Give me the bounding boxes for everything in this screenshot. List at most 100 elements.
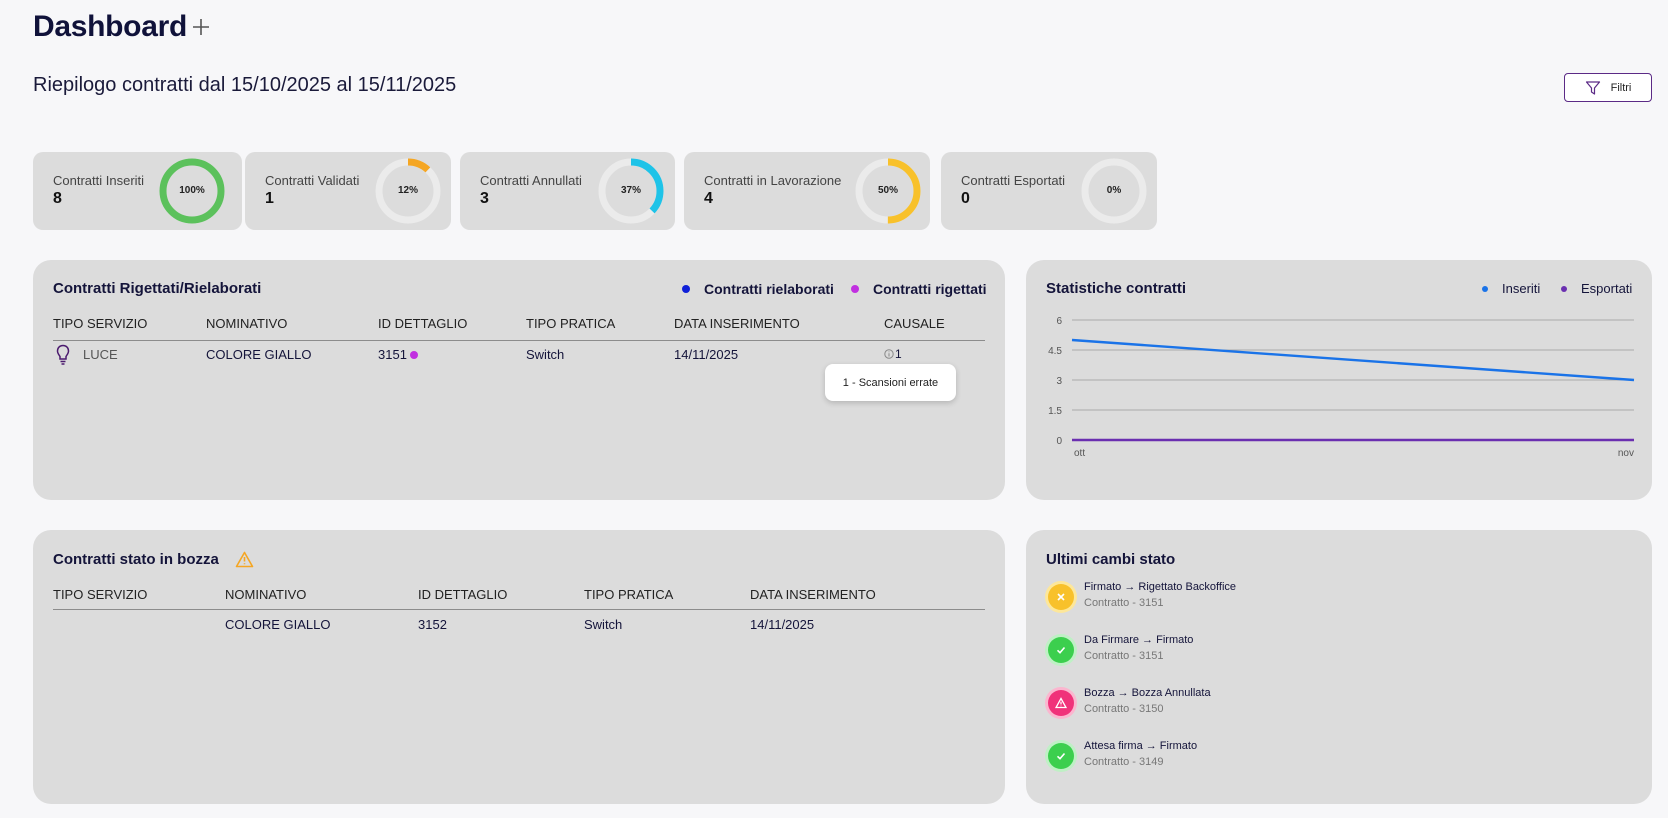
kpi-label: Contratti Esportati bbox=[961, 173, 1066, 188]
legend-dot bbox=[1482, 285, 1488, 292]
cell-service: LUCE bbox=[83, 347, 118, 362]
page-subtitle: Riepilogo contratti dal 15/10/2025 al 15… bbox=[33, 74, 457, 96]
plus-icon[interactable] bbox=[190, 16, 212, 38]
kpi-donut-arc bbox=[598, 158, 664, 224]
kpi-card-annullati: Contratti Annullati 3 37% bbox=[460, 152, 675, 230]
column-header: DATA INSERIMENTO bbox=[674, 316, 800, 331]
cell-type: Switch bbox=[526, 347, 565, 362]
kpi-donut bbox=[1081, 158, 1147, 224]
filter-icon bbox=[1585, 80, 1600, 95]
cell-name: COLORE GIALLO bbox=[206, 347, 312, 362]
draft-contracts-panel bbox=[33, 530, 1005, 804]
status-item[interactable]: Bozza → Bozza Annullata Contratto - 3150 bbox=[1048, 687, 1211, 716]
cell-id[interactable]: 3151 bbox=[378, 347, 407, 362]
check-icon bbox=[1048, 743, 1074, 769]
series-line-inseriti bbox=[1071, 338, 1635, 382]
legend-inseriti: Inseriti bbox=[1482, 281, 1540, 296]
kpi-donut bbox=[159, 158, 225, 224]
status-item[interactable]: Da Firmare → Firmato Contratto - 3151 bbox=[1048, 634, 1193, 663]
kpi-donut bbox=[375, 158, 441, 224]
kpi-value: 4 bbox=[704, 190, 713, 207]
y-tick-label: 6 bbox=[1056, 316, 1062, 327]
stats-panel-title: Statistiche contratti bbox=[1046, 280, 1187, 297]
status-panel-title: Ultimi cambi stato bbox=[1046, 551, 1176, 568]
kpi-percent: 0% bbox=[1106, 185, 1122, 196]
cell-date: 14/11/2025 bbox=[674, 347, 739, 362]
causale-tooltip: 1 - Scansioni errate bbox=[825, 364, 956, 401]
kpi-donut bbox=[855, 158, 921, 224]
kpi-card-lavorazione: Contratti in Lavorazione 4 50% bbox=[684, 152, 930, 230]
kpi-percent: 12% bbox=[397, 185, 418, 196]
column-header: TIPO SERVIZIO bbox=[53, 316, 148, 331]
kpi-donut bbox=[598, 158, 664, 224]
status-changes-panel bbox=[1026, 530, 1652, 804]
line-chart: 6 4.5 3 1.5 0 ott nov bbox=[1048, 316, 1635, 459]
status-change-text: Bozza → Bozza Annullata bbox=[1084, 687, 1211, 699]
legend-dot bbox=[851, 285, 859, 293]
cell-date: 14/11/2025 bbox=[750, 617, 815, 632]
kpi-value: 0 bbox=[961, 190, 970, 207]
column-header: TIPO PRATICA bbox=[584, 587, 674, 602]
status-contract-text: Contratto - 3151 bbox=[1084, 597, 1164, 609]
y-tick-label: 3 bbox=[1056, 376, 1062, 387]
y-tick-label: 0 bbox=[1056, 436, 1062, 447]
rejected-panel-title: Contratti Rigettati/Rielaborati bbox=[53, 280, 262, 297]
kpi-percent: 37% bbox=[620, 185, 641, 196]
column-header: TIPO SERVIZIO bbox=[53, 587, 148, 602]
status-change-text: Da Firmare → Firmato bbox=[1084, 634, 1194, 646]
column-header: DATA INSERIMENTO bbox=[750, 587, 876, 602]
kpi-card-validati: Contratti Validati 1 12% bbox=[245, 152, 451, 230]
legend-label: Contratti rielaborati bbox=[704, 281, 834, 297]
column-header: NOMINATIVO bbox=[225, 587, 307, 602]
page-title: Dashboard bbox=[33, 10, 187, 43]
legend-dot bbox=[1561, 285, 1567, 292]
kpi-label: Contratti Annullati bbox=[480, 173, 582, 188]
status-contract-text: Contratto - 3150 bbox=[1084, 703, 1164, 715]
kpi-value: 3 bbox=[480, 190, 489, 207]
cell-causale[interactable]: 1 bbox=[895, 347, 902, 361]
kpi-percent: 100% bbox=[179, 185, 205, 196]
column-header: ID DETTAGLIO bbox=[378, 316, 468, 331]
rejected-icon bbox=[1048, 584, 1074, 610]
column-header: TIPO PRATICA bbox=[526, 316, 616, 331]
warning-icon bbox=[1048, 690, 1074, 716]
cell-id[interactable]: 3152 bbox=[418, 617, 447, 632]
column-header: CAUSALE bbox=[884, 316, 945, 331]
lightbulb-icon bbox=[56, 344, 70, 365]
kpi-donut-arc bbox=[855, 158, 921, 224]
kpi-percent: 50% bbox=[877, 185, 898, 196]
status-contract-text: Contratto - 3149 bbox=[1084, 756, 1164, 768]
legend-esportati: Esportati bbox=[1561, 281, 1632, 296]
x-tick-label: ott bbox=[1074, 448, 1085, 459]
kpi-card-inseriti: Contratti Inseriti 8 100% bbox=[33, 152, 242, 230]
cell-type: Switch bbox=[584, 617, 623, 632]
kpi-label: Contratti Validati bbox=[265, 173, 360, 188]
legend-rigettati: Contratti rigettati bbox=[851, 281, 987, 297]
column-header: NOMINATIVO bbox=[206, 316, 288, 331]
table-divider bbox=[53, 340, 985, 341]
filter-button-label: Filtri bbox=[1610, 81, 1632, 94]
status-item[interactable]: Firmato → Rigettato Backoffice Contratto… bbox=[1048, 581, 1236, 610]
draft-panel-title: Contratti stato in bozza bbox=[53, 551, 219, 568]
legend-label: Contratti rigettati bbox=[873, 281, 987, 297]
warning-icon bbox=[235, 551, 254, 568]
legend-rielaborati: Contratti rielaborati bbox=[682, 281, 834, 297]
kpi-label: Contratti Inseriti bbox=[53, 173, 145, 188]
filter-button[interactable]: Filtri bbox=[1564, 73, 1652, 102]
legend-label: Inseriti bbox=[1502, 281, 1541, 296]
status-change-text: Attesa firma → Firmato bbox=[1084, 740, 1198, 752]
column-header: ID DETTAGLIO bbox=[418, 587, 508, 602]
status-item[interactable]: Attesa firma → Firmato Contratto - 3149 bbox=[1048, 740, 1197, 769]
x-tick-label: nov bbox=[1618, 448, 1634, 459]
y-tick-label: 4.5 bbox=[1048, 346, 1062, 357]
kpi-value: 1 bbox=[265, 190, 274, 207]
status-change-text: Firmato → Rigettato Backoffice bbox=[1084, 581, 1237, 593]
info-icon[interactable] bbox=[884, 349, 894, 359]
cell-name: COLORE GIALLO bbox=[225, 617, 331, 632]
kpi-card-esportati: Contratti Esportati 0 0% bbox=[941, 152, 1157, 230]
rejected-status-dot bbox=[410, 351, 418, 359]
kpi-label: Contratti in Lavorazione bbox=[704, 173, 842, 188]
kpi-donut-arc bbox=[159, 158, 225, 224]
status-contract-text: Contratto - 3151 bbox=[1084, 650, 1164, 662]
legend-dot bbox=[682, 285, 690, 293]
